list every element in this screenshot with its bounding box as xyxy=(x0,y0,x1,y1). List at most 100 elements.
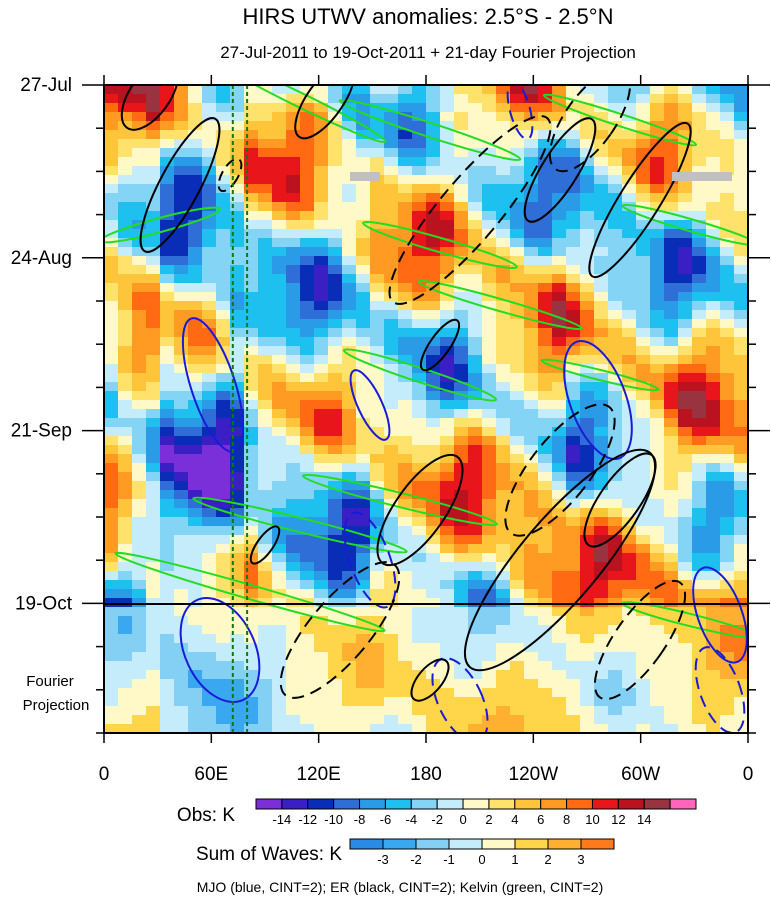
heat-cell xyxy=(566,382,581,392)
heat-cell xyxy=(132,130,147,140)
heat-cell xyxy=(216,634,231,644)
heat-cell xyxy=(566,562,581,572)
heat-cell xyxy=(132,391,147,401)
heat-cell xyxy=(314,166,329,176)
heat-cell xyxy=(720,166,735,176)
heat-cell xyxy=(440,310,455,320)
heat-cell xyxy=(426,355,441,365)
heat-cell xyxy=(510,508,525,518)
heat-cell xyxy=(328,679,343,689)
heat-cell xyxy=(720,337,735,347)
heat-cell xyxy=(244,652,259,662)
heat-cell xyxy=(664,418,679,428)
heat-cell xyxy=(356,490,371,500)
heat-cell xyxy=(622,544,637,554)
obs-legend-swatch xyxy=(514,798,542,810)
heat-cell xyxy=(160,445,175,455)
heat-cell xyxy=(244,364,259,374)
heat-cell xyxy=(398,598,413,608)
heat-cell xyxy=(370,706,385,716)
heat-cell xyxy=(160,409,175,419)
heat-cell xyxy=(454,85,469,95)
heat-cell xyxy=(272,202,287,212)
heat-cell xyxy=(706,274,721,284)
heat-cell xyxy=(538,706,553,716)
heat-cell xyxy=(104,85,119,95)
heat-cell xyxy=(608,112,623,122)
heat-cell xyxy=(384,652,399,662)
heat-cell xyxy=(524,679,539,689)
heat-cell xyxy=(636,526,651,536)
heat-cell xyxy=(706,463,721,473)
waves-legend-level-label: -3 xyxy=(377,852,389,867)
heat-cell xyxy=(174,652,189,662)
heat-cell xyxy=(720,517,735,527)
heat-cell xyxy=(356,463,371,473)
heat-cell xyxy=(188,706,203,716)
heat-cell xyxy=(566,391,581,401)
heat-cell xyxy=(370,328,385,338)
heat-cell xyxy=(706,211,721,221)
heat-cell xyxy=(552,103,567,113)
heat-cell xyxy=(692,193,707,203)
heat-cell xyxy=(622,643,637,653)
heat-cell xyxy=(664,301,679,311)
heat-cell xyxy=(594,400,609,410)
heat-cell xyxy=(678,454,693,464)
heat-cell xyxy=(398,229,413,239)
heat-cell xyxy=(202,481,217,491)
heat-cell xyxy=(160,94,175,104)
heat-cell xyxy=(286,661,301,671)
heat-cell xyxy=(370,553,385,563)
heat-cell xyxy=(118,391,133,401)
heat-cell xyxy=(202,463,217,473)
heat-cell xyxy=(496,661,511,671)
heat-cell xyxy=(594,580,609,590)
heat-cell xyxy=(202,94,217,104)
heat-cell xyxy=(720,706,735,716)
heat-cell xyxy=(720,616,735,626)
heat-cell xyxy=(622,94,637,104)
heat-cell xyxy=(342,562,357,572)
heat-cell xyxy=(412,535,427,545)
heat-cell xyxy=(482,724,497,733)
heat-cell xyxy=(272,193,287,203)
heat-cell xyxy=(174,328,189,338)
heat-cell xyxy=(706,661,721,671)
heat-cell xyxy=(552,625,567,635)
obs-legend-swatch xyxy=(591,798,619,810)
heat-cell xyxy=(538,148,553,158)
heat-cell xyxy=(524,445,539,455)
heat-cell xyxy=(174,355,189,365)
heat-cell xyxy=(692,697,707,707)
mjo-contour xyxy=(506,85,534,141)
heat-cell xyxy=(146,436,161,446)
heat-cell xyxy=(496,616,511,626)
heat-cell xyxy=(426,634,441,644)
heat-cell xyxy=(314,490,329,500)
heat-cell xyxy=(580,634,595,644)
heat-cell xyxy=(720,103,735,113)
heat-cell xyxy=(510,301,525,311)
heat-cell xyxy=(650,355,665,365)
heat-cell xyxy=(258,445,273,455)
heat-cell xyxy=(272,454,287,464)
heat-cell xyxy=(174,697,189,707)
heat-cell xyxy=(664,472,679,482)
heat-cell xyxy=(118,220,133,230)
heat-cell xyxy=(454,112,469,122)
heat-cell xyxy=(636,499,651,509)
heat-cell xyxy=(510,319,525,329)
heat-cell xyxy=(328,238,343,248)
heat-cell xyxy=(468,328,483,338)
heat-cell xyxy=(314,229,329,239)
heat-cell xyxy=(524,229,539,239)
heat-cell xyxy=(720,112,735,122)
heat-cell xyxy=(552,211,567,221)
waves-legend-swatch xyxy=(481,838,516,850)
heat-cell xyxy=(524,382,539,392)
heat-cell xyxy=(132,688,147,698)
heat-cell xyxy=(538,157,553,167)
heat-cell xyxy=(636,382,651,392)
